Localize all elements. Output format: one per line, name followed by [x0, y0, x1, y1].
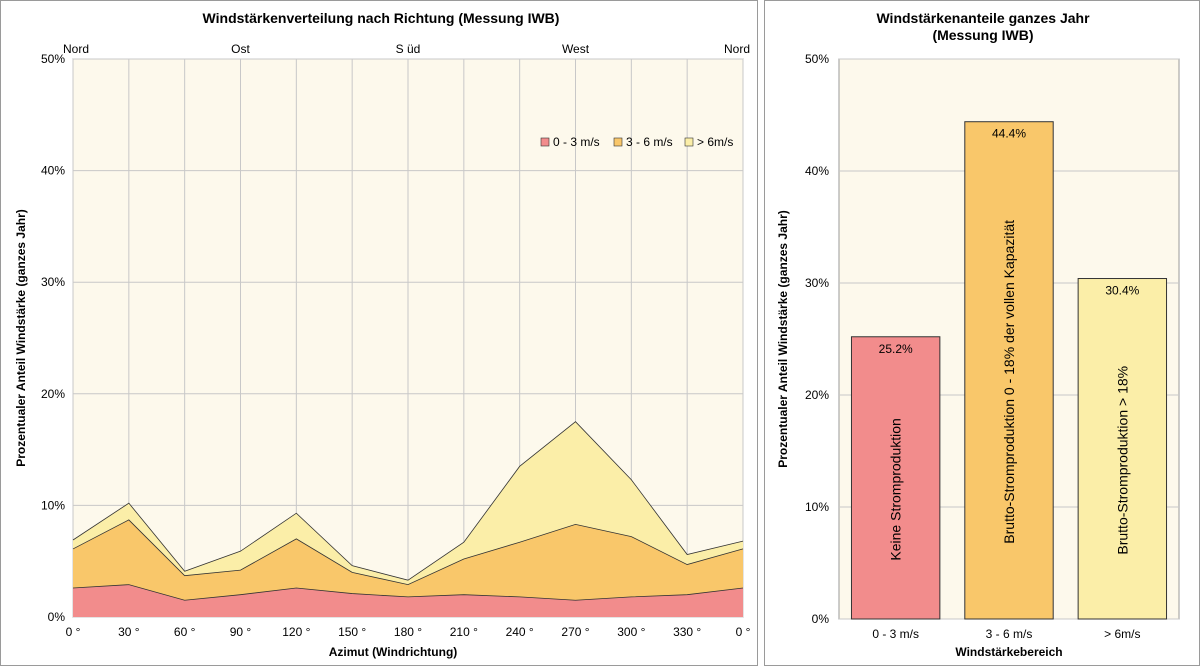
direction-y-tick-label: 10%	[41, 498, 65, 512]
legend-swatch-2	[613, 137, 623, 147]
direction-series-line-2	[72, 519, 744, 586]
direction-x-tick-label: 300 °	[617, 625, 645, 639]
direction-label: Nord	[63, 42, 89, 56]
direction-y-axis-title: Prozentualer Anteil Windstärke (ganzes J…	[14, 209, 28, 467]
share-bar-3	[1077, 278, 1168, 620]
direction-chart-panel: Windstärkenverteilung nach Richtung (Mes…	[0, 0, 758, 666]
share-bar-chart: Windstärkenanteile ganzes Jahr (Messung …	[776, 10, 1180, 659]
direction-x-tick-label: 0 °	[736, 625, 751, 639]
direction-x-axis-title: Azimut (Windrichtung)	[329, 645, 458, 659]
share-bar-text: Brutto-Stromproduktion 0 - 18% der volle…	[1001, 220, 1017, 544]
direction-labels: Nord Ost S üd West Nord	[63, 42, 750, 56]
direction-y-tick-label: 0%	[48, 610, 66, 624]
direction-x-tick-label: 60 °	[174, 625, 196, 639]
direction-x-tick-label: 330 °	[673, 625, 701, 639]
share-bar-1	[850, 336, 941, 620]
share-y-tick-label: 20%	[805, 388, 829, 402]
direction-x-tick-label: 210 °	[450, 625, 478, 639]
share-x-ticks: 0 - 3 m/s 3 - 6 m/s > 6m/s	[872, 627, 1140, 641]
share-bar-value-label: 25.2%	[879, 342, 913, 356]
direction-x-tick-label: 0 °	[66, 625, 81, 639]
share-bar-text: Brutto-Stromproduktion > 18%	[1114, 366, 1130, 555]
direction-x-tick-label: 270 °	[561, 625, 589, 639]
direction-series-line-3	[72, 421, 744, 581]
legend-swatch-3	[684, 137, 694, 147]
direction-x-tick-label: 240 °	[506, 625, 534, 639]
direction-label: Nord	[724, 42, 750, 56]
share-bars: 25.2% Keine Stromproduktion 44.4% Brutto-St…	[850, 121, 1168, 620]
share-y-tick-label: 10%	[805, 500, 829, 514]
share-x-axis-title: Windstärkebereich	[955, 645, 1062, 659]
share-bar-value-label: 44.4%	[992, 127, 1026, 141]
direction-area-2	[73, 519, 743, 601]
direction-label: West	[562, 42, 590, 56]
direction-label: S üd	[396, 42, 421, 56]
share-y-tick-label: 0%	[812, 612, 830, 626]
share-y-axis-title: Prozentualer Anteil Windstärke (ganzes J…	[776, 210, 790, 468]
share-y-tick-label: 50%	[805, 52, 829, 66]
direction-x-ticks: 0 ° 30 ° 60 ° 90 ° 120 ° 150 ° 180 ° 210 ° 240 °…	[66, 625, 751, 639]
direction-y-tick-label: 50%	[41, 52, 65, 66]
share-chart-subtitle: (Messung IWB)	[932, 27, 1033, 43]
direction-area-3	[73, 421, 743, 585]
direction-y-ticks: 0% 10% 20% 30% 40% 50%	[41, 52, 65, 624]
direction-y-tick-label: 40%	[41, 164, 65, 178]
legend-swatch-1	[540, 137, 550, 147]
direction-x-tick-label: 120 °	[282, 625, 310, 639]
legend-label-3: > 6m/s	[697, 135, 733, 149]
direction-series-line-1	[72, 584, 744, 601]
direction-x-tick-label: 180 °	[394, 625, 422, 639]
direction-chart-title: Windstärkenverteilung nach Richtung (Mes…	[203, 10, 560, 26]
direction-areas	[72, 421, 744, 617]
share-x-tick-label: > 6m/s	[1104, 627, 1140, 641]
direction-x-tick-label: 90 °	[230, 625, 252, 639]
share-x-tick-label: 0 - 3 m/s	[872, 627, 919, 641]
share-y-ticks: 0% 10% 20% 30% 40% 50%	[805, 52, 829, 626]
share-bar-text: Keine Stromproduktion	[888, 418, 904, 560]
direction-y-tick-label: 20%	[41, 387, 65, 401]
share-chart-title: Windstärkenanteile ganzes Jahr	[876, 10, 1090, 26]
share-bar-2	[964, 121, 1054, 620]
direction-x-tick-label: 150 °	[338, 625, 366, 639]
direction-y-tick-label: 30%	[41, 275, 65, 289]
legend-label-2: 3 - 6 m/s	[626, 135, 673, 149]
legend-label-1: 0 - 3 m/s	[553, 135, 600, 149]
direction-x-tick-label: 30 °	[118, 625, 140, 639]
share-bar-value-label: 30.4%	[1105, 284, 1139, 298]
direction-area-1	[73, 584, 743, 617]
share-y-tick-label: 40%	[805, 164, 829, 178]
share-y-tick-label: 30%	[805, 276, 829, 290]
direction-legend: 0 - 3 m/s 3 - 6 m/s > 6m/s	[540, 135, 733, 149]
direction-label: Ost	[231, 42, 250, 56]
share-chart-panel: Windstärkenanteile ganzes Jahr (Messung …	[764, 0, 1200, 666]
direction-area-chart: Windstärkenverteilung nach Richtung (Mes…	[14, 10, 751, 659]
share-x-tick-label: 3 - 6 m/s	[986, 627, 1033, 641]
